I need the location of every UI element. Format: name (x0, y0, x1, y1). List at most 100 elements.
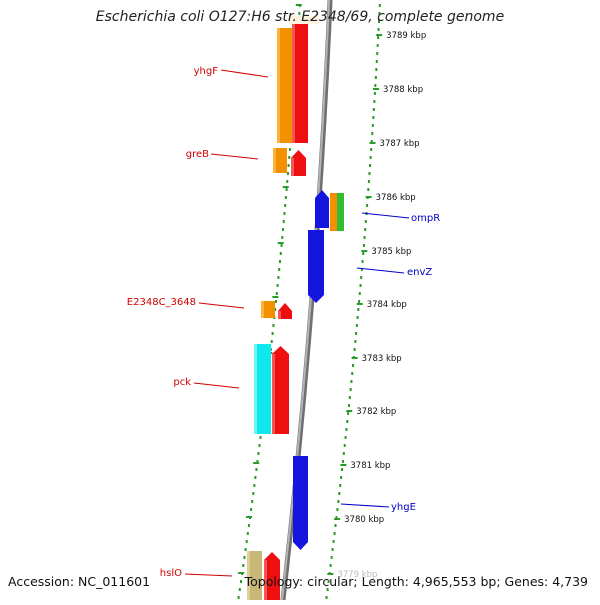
ruler-dot (274, 300, 277, 303)
ruler-dot (334, 524, 337, 527)
ruler-dot (367, 180, 370, 183)
backbone-highlight (281, 0, 330, 601)
ruler-dot (338, 492, 341, 495)
ruler-tick (351, 357, 358, 359)
gene-leader-line (340, 503, 390, 508)
ruler-dot (284, 196, 287, 199)
ruler-dot (341, 460, 344, 463)
ruler-label: 3787 kbp (380, 139, 420, 149)
ruler-dot (271, 332, 274, 335)
gene-hslO-red-shade (264, 560, 267, 600)
ruler-tick (340, 464, 347, 466)
gene-E2348C_3648-orange-shade (261, 301, 264, 318)
ruler-dot (275, 292, 278, 295)
ruler-dot (238, 588, 241, 591)
gene-E2348C_3648-red (278, 303, 292, 319)
gene-label-yhgF: yhgF (194, 66, 219, 77)
ruler-dot (287, 164, 290, 167)
ruler-dot (345, 428, 348, 431)
gene-label-ompR: ompR (411, 213, 440, 224)
gene-leader-line (210, 153, 259, 160)
ruler-dot (277, 276, 280, 279)
gene-ompR-blue (315, 190, 329, 228)
ruler-dot (270, 340, 273, 343)
ruler-dot (298, 12, 301, 15)
ruler-tick (334, 518, 341, 520)
ruler-dot (332, 540, 335, 543)
gene-leader-line (356, 267, 405, 274)
gene-pck-red (272, 346, 289, 434)
gene-E2348C_3648-red-shade (278, 311, 281, 319)
ruler-dot (253, 484, 256, 487)
ruler-dot (353, 348, 356, 351)
ruler-dot (349, 388, 352, 391)
ruler-dot (372, 108, 375, 111)
ruler-label: 3782 kbp (356, 407, 396, 417)
ruler-dot (359, 284, 362, 287)
gene-features (247, 16, 344, 600)
ruler-dot (279, 252, 282, 255)
gene-yhgF-orange-shade (277, 28, 280, 143)
ruler-dot (369, 164, 372, 167)
ruler-tick (361, 250, 368, 252)
ruler-dot (251, 500, 254, 503)
gene-greB-orange-shade (273, 148, 276, 173)
gene-yhgF-red (292, 22, 308, 143)
gene-leader-line (193, 382, 240, 389)
ruler-tick (277, 242, 284, 244)
ruler-dot (362, 252, 365, 255)
ruler-label: 3786 kbp (376, 193, 416, 203)
gene-pck-red-shade (272, 354, 275, 434)
gene-yhgE-blue (293, 456, 308, 550)
ruler-dot (371, 124, 374, 127)
ruler-right-dots (325, 4, 383, 599)
ruler-dot (364, 220, 367, 223)
ruler-label: 3784 kbp (367, 300, 407, 310)
ruler-dot (284, 204, 287, 207)
gene-greB-orange (273, 148, 287, 173)
ruler-dot (246, 532, 249, 535)
ruler-tick (272, 296, 279, 298)
ruler-dot (259, 436, 262, 439)
ruler-dot (377, 36, 380, 39)
gene-greB-red-shade (291, 158, 294, 176)
gene-yhgF-orange (277, 28, 293, 143)
ruler-dot (276, 284, 279, 287)
ruler-dot (376, 44, 379, 47)
ruler-dot (341, 468, 344, 471)
ruler-dot (373, 100, 376, 103)
ruler-tick (356, 303, 363, 305)
ruler-dot (351, 372, 354, 375)
map-title: Escherichia coli O127:H6 str. E2348/69, … (95, 9, 505, 25)
ruler-dot (242, 564, 245, 567)
ruler-dot (330, 556, 333, 559)
ruler-tick (327, 573, 334, 575)
ruler-dot (252, 492, 255, 495)
ruler-scale-labels: 3789 kbp 3788 kbp 3787 kbp 3786 kbp 3785 kbp… (337, 31, 426, 580)
gene-label-E2348C_3648: E2348C_3648 (127, 297, 196, 308)
ruler-dot (358, 300, 361, 303)
ruler-dot (288, 148, 291, 151)
ruler-dot (376, 52, 379, 55)
ruler-dot (245, 540, 248, 543)
ruler-dot (350, 380, 353, 383)
ruler-dot (371, 132, 374, 135)
ruler-dot (325, 596, 328, 599)
gene-ompR-green (337, 193, 344, 231)
ruler-label: 3780 kbp (344, 515, 384, 525)
ruler-dot (285, 188, 288, 191)
ruler-dot (348, 396, 351, 399)
ruler-dot (335, 516, 338, 519)
ruler-dot (374, 76, 377, 79)
ruler-dot (278, 268, 281, 271)
ruler-dot (336, 508, 339, 511)
ruler-dot (288, 156, 291, 159)
ruler-dot (378, 4, 381, 7)
gene-hslO-olive-shade (247, 551, 250, 600)
genome-stats-label: Topology: circular; Length: 4,965,553 bp… (244, 574, 588, 589)
ruler-dot (370, 148, 373, 151)
gene-envZ-blue (308, 230, 324, 303)
ruler-dot (360, 276, 363, 279)
